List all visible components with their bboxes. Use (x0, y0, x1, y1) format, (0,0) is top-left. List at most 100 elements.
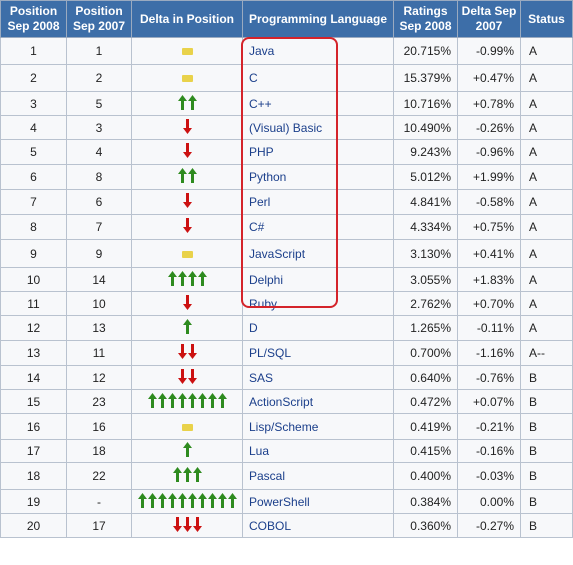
arrow-down-icon (177, 344, 187, 359)
ratings-cell: 20.715% (393, 37, 458, 65)
trend-indicator (181, 250, 193, 258)
arrow-up-icon (217, 392, 227, 408)
position-2007-cell: 9 (66, 239, 132, 268)
arrow-down-icon (182, 193, 192, 208)
language-cell: JavaScript (242, 239, 394, 268)
header-delta-position: Delta in Position (131, 0, 243, 38)
delta-cell: +0.75% (457, 214, 521, 240)
ratings-cell: 0.415% (393, 439, 458, 463)
delta-position-cell (131, 439, 243, 463)
delta-cell: -0.96% (457, 139, 521, 165)
language-cell: (Visual) Basic (242, 115, 394, 140)
trend-indicator (147, 392, 227, 408)
arrow-down-icon (182, 118, 192, 134)
delta-position-cell (131, 139, 243, 165)
position-2007-cell: 17 (66, 513, 132, 538)
trend-indicator (137, 492, 237, 508)
position-2007-cell: 1 (66, 37, 132, 65)
delta-cell: -1.16% (457, 340, 521, 366)
position-2008-cell: 6 (0, 164, 67, 190)
position-2007-cell: 18 (66, 439, 132, 463)
position-2008-cell: 9 (0, 239, 67, 268)
ratings-cell: 0.700% (393, 340, 458, 366)
trend-indicator (177, 94, 197, 110)
delta-position-cell (131, 214, 243, 240)
trend-indicator (182, 294, 192, 310)
header-language: Programming Language (242, 0, 394, 38)
status-cell: A (520, 315, 573, 341)
table-row: 18 22 Pascal 0.400% -0.03% B (0, 462, 573, 490)
status-cell: A (520, 139, 573, 165)
arrow-up-icon (177, 168, 187, 183)
trend-indicator (177, 368, 197, 384)
position-2008-cell: 13 (0, 340, 67, 366)
ratings-cell: 3.130% (393, 239, 458, 268)
arrow-up-icon (197, 270, 207, 286)
ranking-table: Position Sep 2008 Position Sep 2007 Delt… (0, 0, 573, 538)
position-2008-cell: 1 (0, 37, 67, 65)
arrow-up-icon (167, 492, 177, 508)
arrow-up-icon (177, 270, 187, 286)
ratings-cell: 1.265% (393, 315, 458, 341)
delta-position-cell (131, 462, 243, 490)
trend-indicator (182, 193, 192, 208)
header-position-2007: Position Sep 2007 (66, 0, 132, 38)
position-2008-cell: 4 (0, 115, 67, 140)
ratings-cell: 10.716% (393, 91, 458, 116)
position-2007-cell: 7 (66, 214, 132, 240)
unchanged-icon (181, 423, 193, 431)
delta-cell: +0.47% (457, 64, 521, 92)
unchanged-icon (181, 48, 193, 55)
arrow-up-icon (167, 270, 177, 286)
ratings-cell: 3.055% (393, 267, 458, 292)
status-cell: A (520, 91, 573, 116)
position-2008-cell: 14 (0, 365, 67, 390)
position-2007-cell: 10 (66, 291, 132, 316)
arrow-up-icon (207, 492, 217, 508)
language-cell: Perl (242, 189, 394, 215)
delta-cell: +0.41% (457, 239, 521, 268)
arrow-up-icon (187, 168, 197, 183)
delta-position-cell (131, 340, 243, 366)
trend-indicator (181, 48, 193, 55)
trend-indicator (181, 423, 193, 431)
position-2008-cell: 15 (0, 389, 67, 414)
arrow-up-icon (137, 492, 147, 508)
status-cell: B (520, 365, 573, 390)
arrow-up-icon (187, 270, 197, 286)
delta-cell: +1.83% (457, 267, 521, 292)
status-cell: A (520, 291, 573, 316)
arrow-up-icon (157, 492, 167, 508)
position-2007-cell: 2 (66, 64, 132, 92)
status-cell: B (520, 513, 573, 538)
position-2007-cell: 12 (66, 365, 132, 390)
position-2007-cell: 22 (66, 462, 132, 490)
delta-position-cell (131, 267, 243, 292)
arrow-up-icon (192, 467, 202, 482)
table-row: 8 7 C# 4.334% +0.75% A (0, 214, 573, 240)
table-row: 16 16 Lisp/Scheme 0.419% -0.21% B (0, 413, 573, 440)
arrow-down-icon (187, 344, 197, 359)
position-2007-cell: - (66, 489, 132, 514)
ratings-cell: 5.012% (393, 164, 458, 190)
arrow-up-icon (172, 467, 182, 482)
trend-indicator (182, 319, 192, 334)
arrow-up-icon (187, 94, 197, 110)
arrow-up-icon (182, 319, 192, 334)
ratings-cell: 9.243% (393, 139, 458, 165)
table-row: 7 6 Perl 4.841% -0.58% A (0, 189, 573, 215)
delta-position-cell (131, 239, 243, 268)
ratings-cell: 10.490% (393, 115, 458, 140)
status-cell: B (520, 413, 573, 440)
position-2008-cell: 12 (0, 315, 67, 341)
arrow-up-icon (177, 492, 187, 508)
position-2007-cell: 16 (66, 413, 132, 440)
table-row: 14 12 SAS 0.640% -0.76% B (0, 365, 573, 390)
table-row: 9 9 JavaScript 3.130% +0.41% A (0, 239, 573, 268)
arrow-up-icon (177, 392, 187, 408)
table-row: 6 8 Python 5.012% +1.99% A (0, 164, 573, 190)
arrow-down-icon (182, 294, 192, 310)
unchanged-icon (181, 250, 193, 258)
arrow-up-icon (197, 492, 207, 508)
arrow-up-icon (227, 492, 237, 508)
